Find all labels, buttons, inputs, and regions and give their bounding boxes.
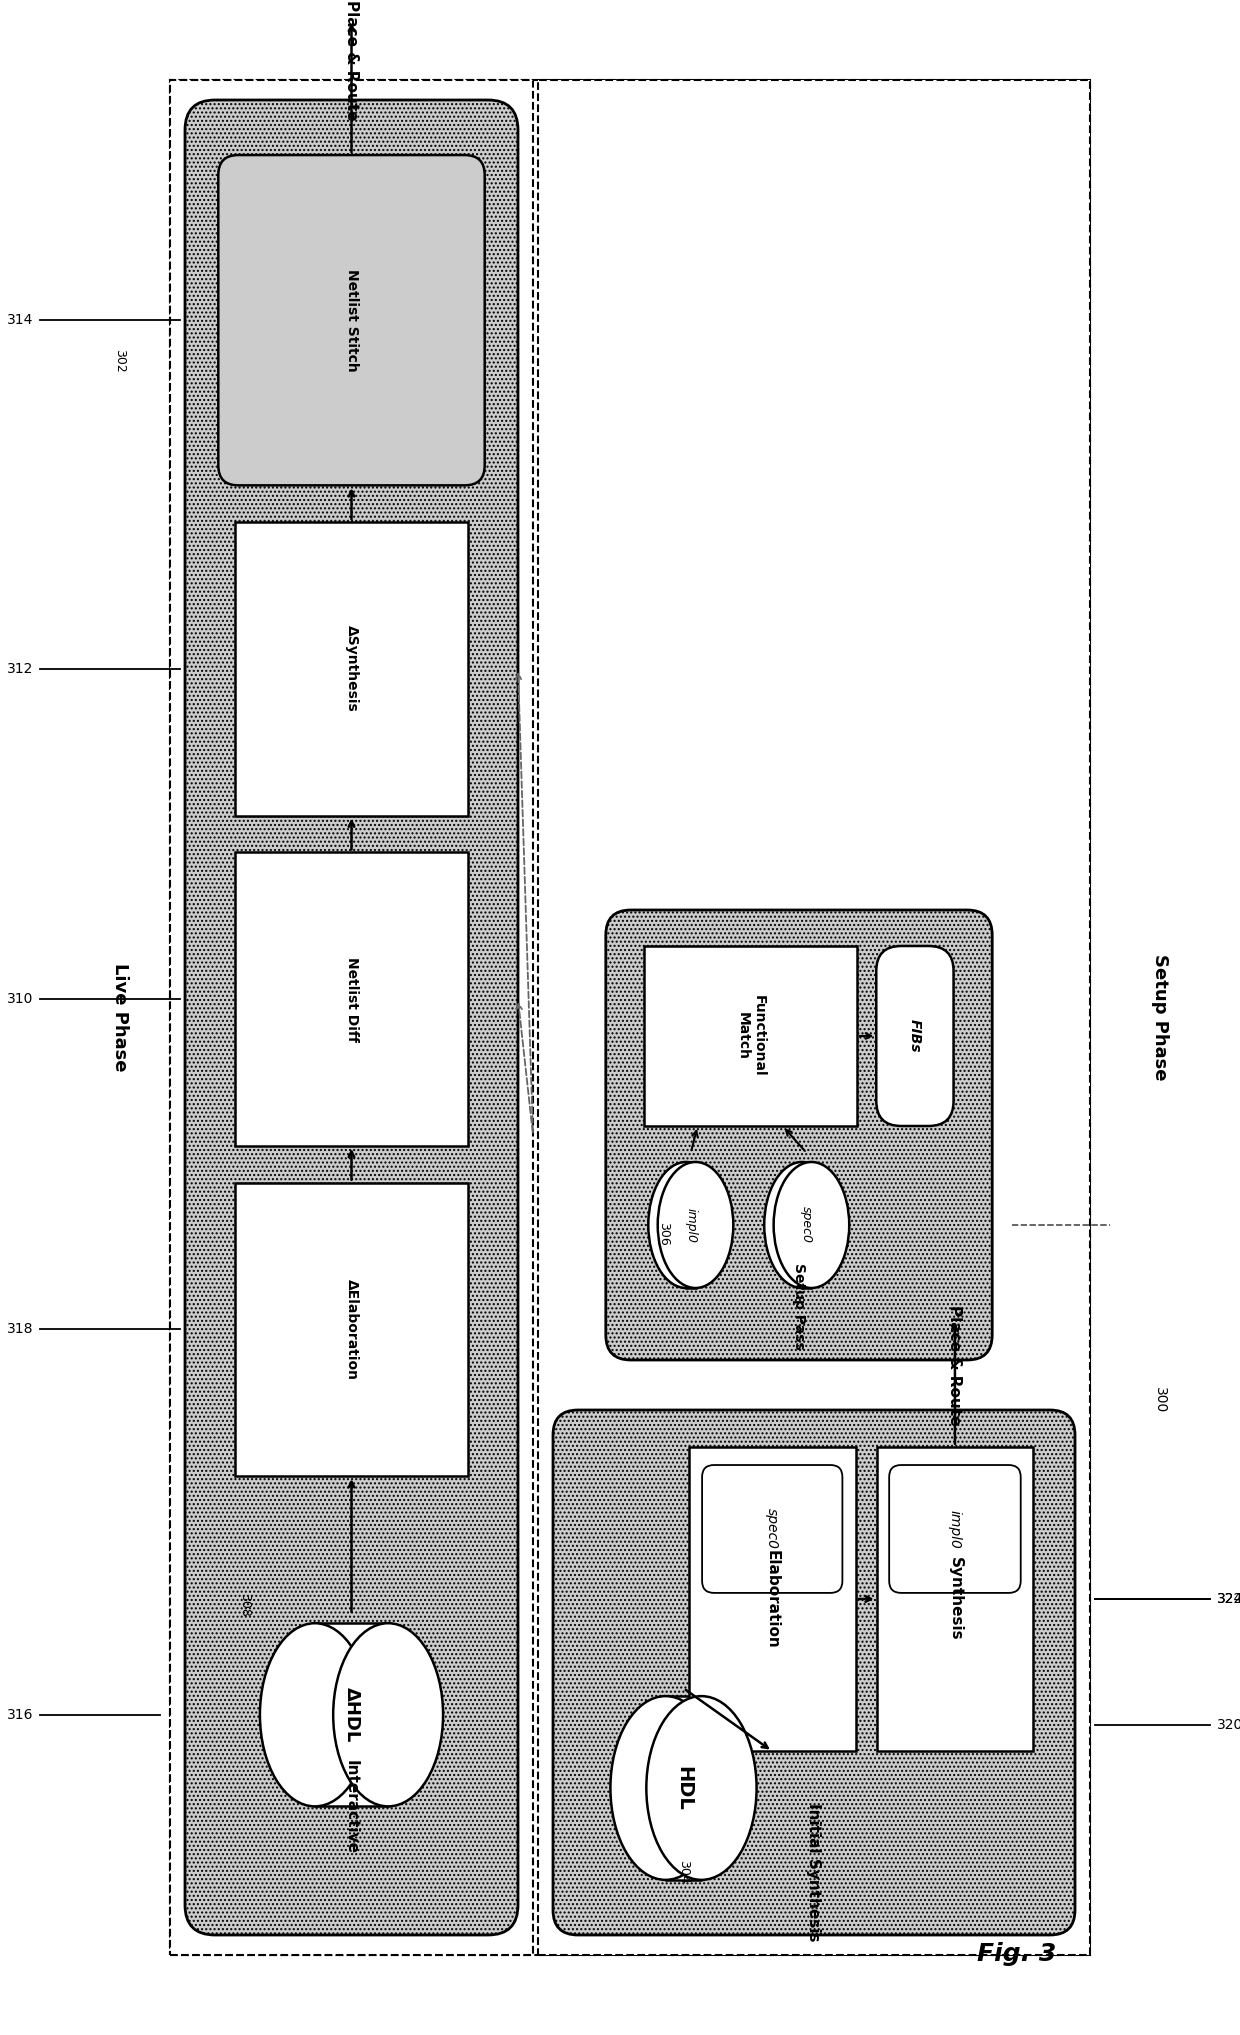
Ellipse shape — [260, 1624, 370, 1807]
Text: impl0: impl0 — [684, 1207, 697, 1243]
Text: ΔSynthesis: ΔSynthesis — [345, 625, 358, 712]
Text: Synthesis: Synthesis — [947, 1557, 962, 1640]
Bar — [315, 1624, 388, 1807]
Bar — [688, 1447, 856, 1752]
Bar — [645, 946, 857, 1125]
Text: impl0: impl0 — [947, 1510, 962, 1549]
Ellipse shape — [334, 1624, 443, 1807]
Text: 322: 322 — [1216, 1591, 1240, 1606]
Ellipse shape — [657, 1162, 733, 1288]
Text: 306: 306 — [657, 1223, 671, 1245]
Text: 310: 310 — [6, 993, 33, 1005]
Text: 304: 304 — [677, 1860, 689, 1884]
Text: 300: 300 — [1153, 1388, 1167, 1412]
FancyBboxPatch shape — [553, 1410, 1075, 1935]
Text: 316: 316 — [6, 1707, 33, 1722]
Bar — [877, 1447, 1033, 1752]
FancyBboxPatch shape — [218, 155, 485, 486]
Text: Place & Route: Place & Route — [343, 0, 360, 120]
Bar — [538, 79, 1090, 1956]
Bar — [170, 79, 1090, 1956]
Text: 302: 302 — [114, 350, 126, 372]
Text: Netlist Diff: Netlist Diff — [345, 956, 358, 1042]
Bar — [234, 853, 467, 1146]
FancyBboxPatch shape — [889, 1465, 1021, 1593]
Text: Setup Phase: Setup Phase — [1151, 954, 1169, 1081]
Text: Functional
Match: Functional Match — [735, 995, 766, 1077]
Ellipse shape — [646, 1695, 756, 1880]
Text: 318: 318 — [6, 1323, 33, 1337]
Bar — [234, 1182, 467, 1475]
FancyBboxPatch shape — [877, 946, 954, 1125]
Text: 312: 312 — [6, 661, 33, 676]
Bar — [686, 1162, 696, 1288]
Text: 320: 320 — [1216, 1718, 1240, 1732]
FancyBboxPatch shape — [702, 1465, 842, 1593]
Bar — [234, 523, 467, 816]
Text: Fig. 3: Fig. 3 — [977, 1941, 1056, 1966]
Text: 324: 324 — [1216, 1591, 1240, 1606]
Text: Netlist Stitch: Netlist Stitch — [345, 269, 358, 372]
Bar — [170, 79, 533, 1956]
Text: 308: 308 — [238, 1593, 252, 1616]
Text: ΔHDL: ΔHDL — [342, 1687, 361, 1742]
Text: 314: 314 — [6, 313, 33, 328]
Ellipse shape — [764, 1162, 839, 1288]
Text: spec0: spec0 — [800, 1207, 813, 1243]
Text: Live Phase: Live Phase — [112, 963, 129, 1072]
Text: FIBs: FIBs — [908, 1020, 921, 1052]
Bar — [666, 1695, 702, 1880]
Text: Interactive: Interactive — [343, 1760, 360, 1854]
Text: Place & Route: Place & Route — [947, 1304, 962, 1424]
Ellipse shape — [774, 1162, 849, 1288]
Text: Elaboration: Elaboration — [765, 1549, 780, 1648]
Text: spec0: spec0 — [765, 1508, 779, 1549]
FancyBboxPatch shape — [185, 100, 518, 1935]
Text: Initial Synthesis: Initial Synthesis — [806, 1803, 821, 1941]
FancyBboxPatch shape — [606, 910, 992, 1359]
Text: Setup Pass: Setup Pass — [792, 1262, 806, 1349]
Ellipse shape — [610, 1695, 720, 1880]
Ellipse shape — [649, 1162, 724, 1288]
Text: HDL: HDL — [675, 1766, 693, 1811]
Text: ΔElaboration: ΔElaboration — [345, 1278, 358, 1380]
Bar — [802, 1162, 811, 1288]
